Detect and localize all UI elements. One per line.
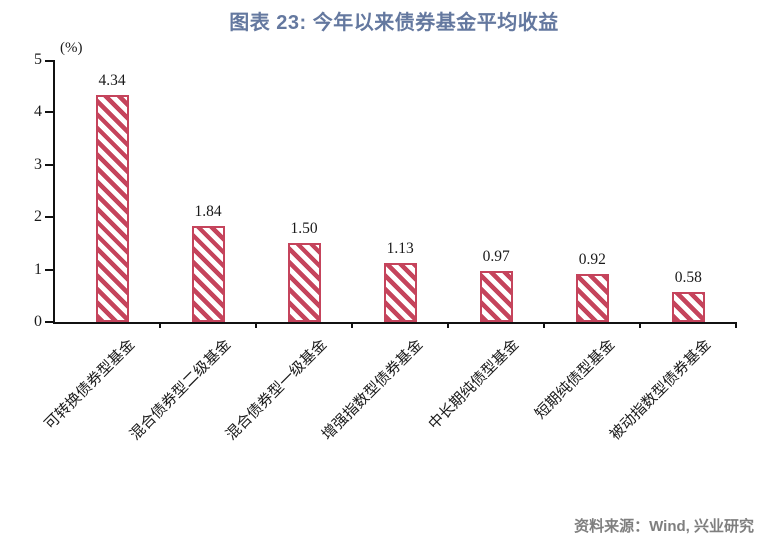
x-category-label: 可转换债券型基金 <box>41 336 139 434</box>
bar-value-label: 1.84 <box>194 202 222 220</box>
y-axis-tick-label: 5 <box>34 51 42 68</box>
y-axis-tick-label: 0 <box>34 313 42 330</box>
y-axis-tick <box>45 321 53 323</box>
x-category-label: 增强指数型债券基金 <box>319 336 427 444</box>
x-axis-tick <box>351 322 354 328</box>
x-category-label: 被动指数型债券基金 <box>607 336 715 444</box>
bar-value-label: 0.97 <box>482 248 510 266</box>
x-axis-tick <box>255 322 258 328</box>
y-axis-tick <box>45 111 53 114</box>
y-axis-tick <box>45 268 53 271</box>
y-axis-tick <box>45 216 53 219</box>
x-axis-tick <box>159 322 162 328</box>
bar-1 <box>95 94 129 322</box>
y-axis-tick-label: 4 <box>34 103 42 121</box>
x-axis-tick <box>447 322 450 328</box>
bar-value-label: 0.92 <box>578 250 606 268</box>
source-note: 资料来源：Wind, 兴业研究 <box>574 518 754 535</box>
bar-6 <box>575 273 609 322</box>
x-category-label: 短期纯债型基金 <box>532 336 619 423</box>
y-axis-tick-label: 2 <box>34 208 42 226</box>
bar-2 <box>191 225 225 322</box>
bar-value-label: 0.58 <box>674 268 702 286</box>
y-axis-tick-label: 1 <box>34 260 42 278</box>
x-category-label: 混合债券型一级基金 <box>223 336 331 444</box>
bar-3 <box>287 243 321 322</box>
y-axis-tick <box>45 60 53 62</box>
bar-5 <box>479 271 513 322</box>
x-axis-tick <box>639 322 642 328</box>
bar-value-label: 4.34 <box>98 71 126 89</box>
y-axis-tick-label: 3 <box>34 155 42 173</box>
bar-4 <box>383 262 417 322</box>
x-category-label: 混合债券型二级基金 <box>127 336 235 444</box>
x-axis-tick <box>735 322 738 328</box>
bar-value-label: 1.50 <box>290 220 318 238</box>
chart-title: 图表 23: 今年以来债券基金平均收益 <box>229 12 559 34</box>
bar-7 <box>671 291 705 322</box>
y-axis-unit-label: (%) <box>60 40 83 56</box>
plot-area: 0 1 2 3 4 5 4.34 可转换债券型基金 1.84 混合债券型二级基金 1.50 混合债券型… <box>34 51 738 444</box>
x-axis-tick <box>543 322 546 328</box>
y-axis-tick <box>45 163 53 166</box>
bar-value-label: 1.13 <box>386 239 414 257</box>
x-category-label: 中长期纯债型基金 <box>426 336 523 434</box>
